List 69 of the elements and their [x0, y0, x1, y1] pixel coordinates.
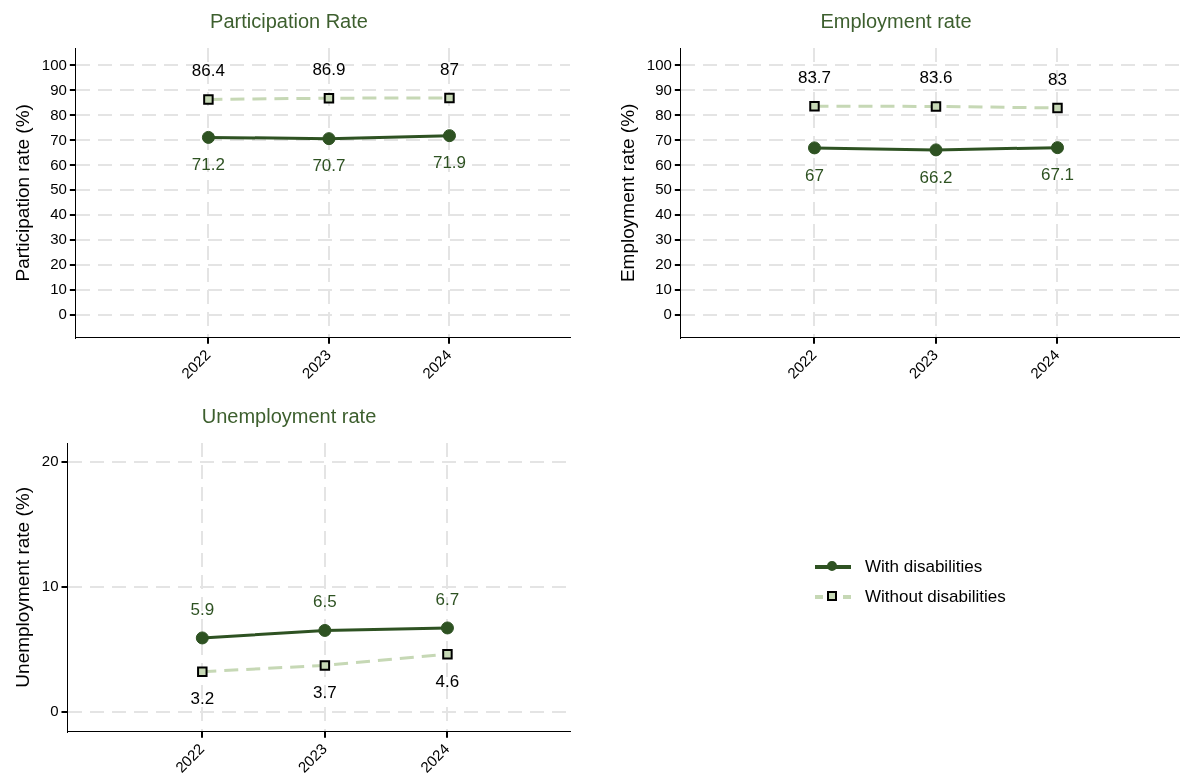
y-tick-label: 70: [655, 130, 672, 148]
y-tick-label: 10: [41, 576, 59, 594]
y-tick-label: 0: [663, 305, 672, 323]
data-label: 3.7: [313, 683, 337, 703]
point: [807, 141, 821, 155]
point: [322, 132, 336, 146]
data-label: 66.2: [919, 167, 953, 187]
data-label: 83.6: [919, 68, 953, 88]
data-label: 70.7: [312, 156, 346, 176]
y-tick-label: 80: [655, 105, 672, 123]
y-tick-label: 70: [50, 130, 67, 148]
point: [442, 129, 456, 143]
data-label: 86.9: [312, 59, 346, 79]
y-tick-label: 0: [58, 305, 67, 323]
data-label: 86.4: [191, 61, 225, 81]
y-tick-label: 20: [41, 451, 59, 469]
y-tick-label: 60: [50, 155, 67, 173]
y-tick-label: 0: [50, 701, 59, 719]
data-label: 83.7: [797, 67, 832, 87]
data-label: 71.9: [432, 153, 467, 173]
data-label: 5.9: [190, 599, 215, 619]
data-label: 6.7: [435, 589, 460, 609]
y-tick-label: 100: [646, 55, 672, 73]
y-tick-label: 100: [41, 55, 67, 73]
point: [201, 130, 215, 144]
y-tick-label: 90: [50, 80, 67, 98]
legend-label: With disabilities: [865, 557, 983, 577]
data-label: 6.5: [313, 592, 337, 612]
point: [809, 100, 820, 112]
point: [929, 143, 943, 157]
point: [323, 92, 335, 104]
point: [1050, 141, 1064, 155]
point: [203, 94, 214, 105]
data-label: 87: [440, 59, 459, 79]
data-label: 71.2: [191, 155, 225, 175]
point: [195, 631, 209, 645]
point: [319, 660, 331, 671]
data-label: 4.6: [435, 671, 460, 691]
y-tick-label: 10: [655, 280, 672, 298]
y-axis-title: Employment rate (%): [616, 103, 638, 283]
y-tick-label: 10: [50, 280, 67, 298]
y-tick-label: 30: [655, 230, 672, 248]
y-tick-label: 40: [655, 205, 672, 223]
y-axis-title: Unemployment rate (%): [11, 487, 33, 688]
y-tick-label: 30: [50, 230, 67, 248]
point: [318, 623, 332, 637]
y-tick-label: 90: [655, 80, 672, 98]
y-axis-title: Participation rate (%): [11, 104, 33, 282]
data-label: 3.2: [190, 689, 215, 709]
point: [440, 621, 454, 635]
data-label: 67: [805, 165, 824, 185]
y-tick-label: 80: [50, 105, 67, 123]
chart-title: Unemployment rate: [201, 404, 377, 427]
data-label: 67.1: [1040, 165, 1075, 185]
point: [1052, 102, 1063, 114]
y-tick-label: 60: [655, 155, 672, 173]
legend-label: Without disabilities: [865, 587, 1006, 607]
y-tick-label: 20: [50, 255, 67, 273]
y-tick-label: 50: [50, 180, 67, 198]
chart-title: Participation Rate: [210, 9, 368, 32]
point: [930, 101, 942, 112]
point: [444, 92, 455, 104]
point: [197, 666, 208, 677]
point: [442, 648, 453, 660]
y-tick-label: 50: [655, 180, 672, 198]
y-tick-label: 20: [655, 255, 672, 273]
chart-title: Employment rate: [820, 9, 972, 32]
data-label: 83: [1048, 69, 1067, 89]
y-tick-label: 40: [50, 205, 67, 223]
